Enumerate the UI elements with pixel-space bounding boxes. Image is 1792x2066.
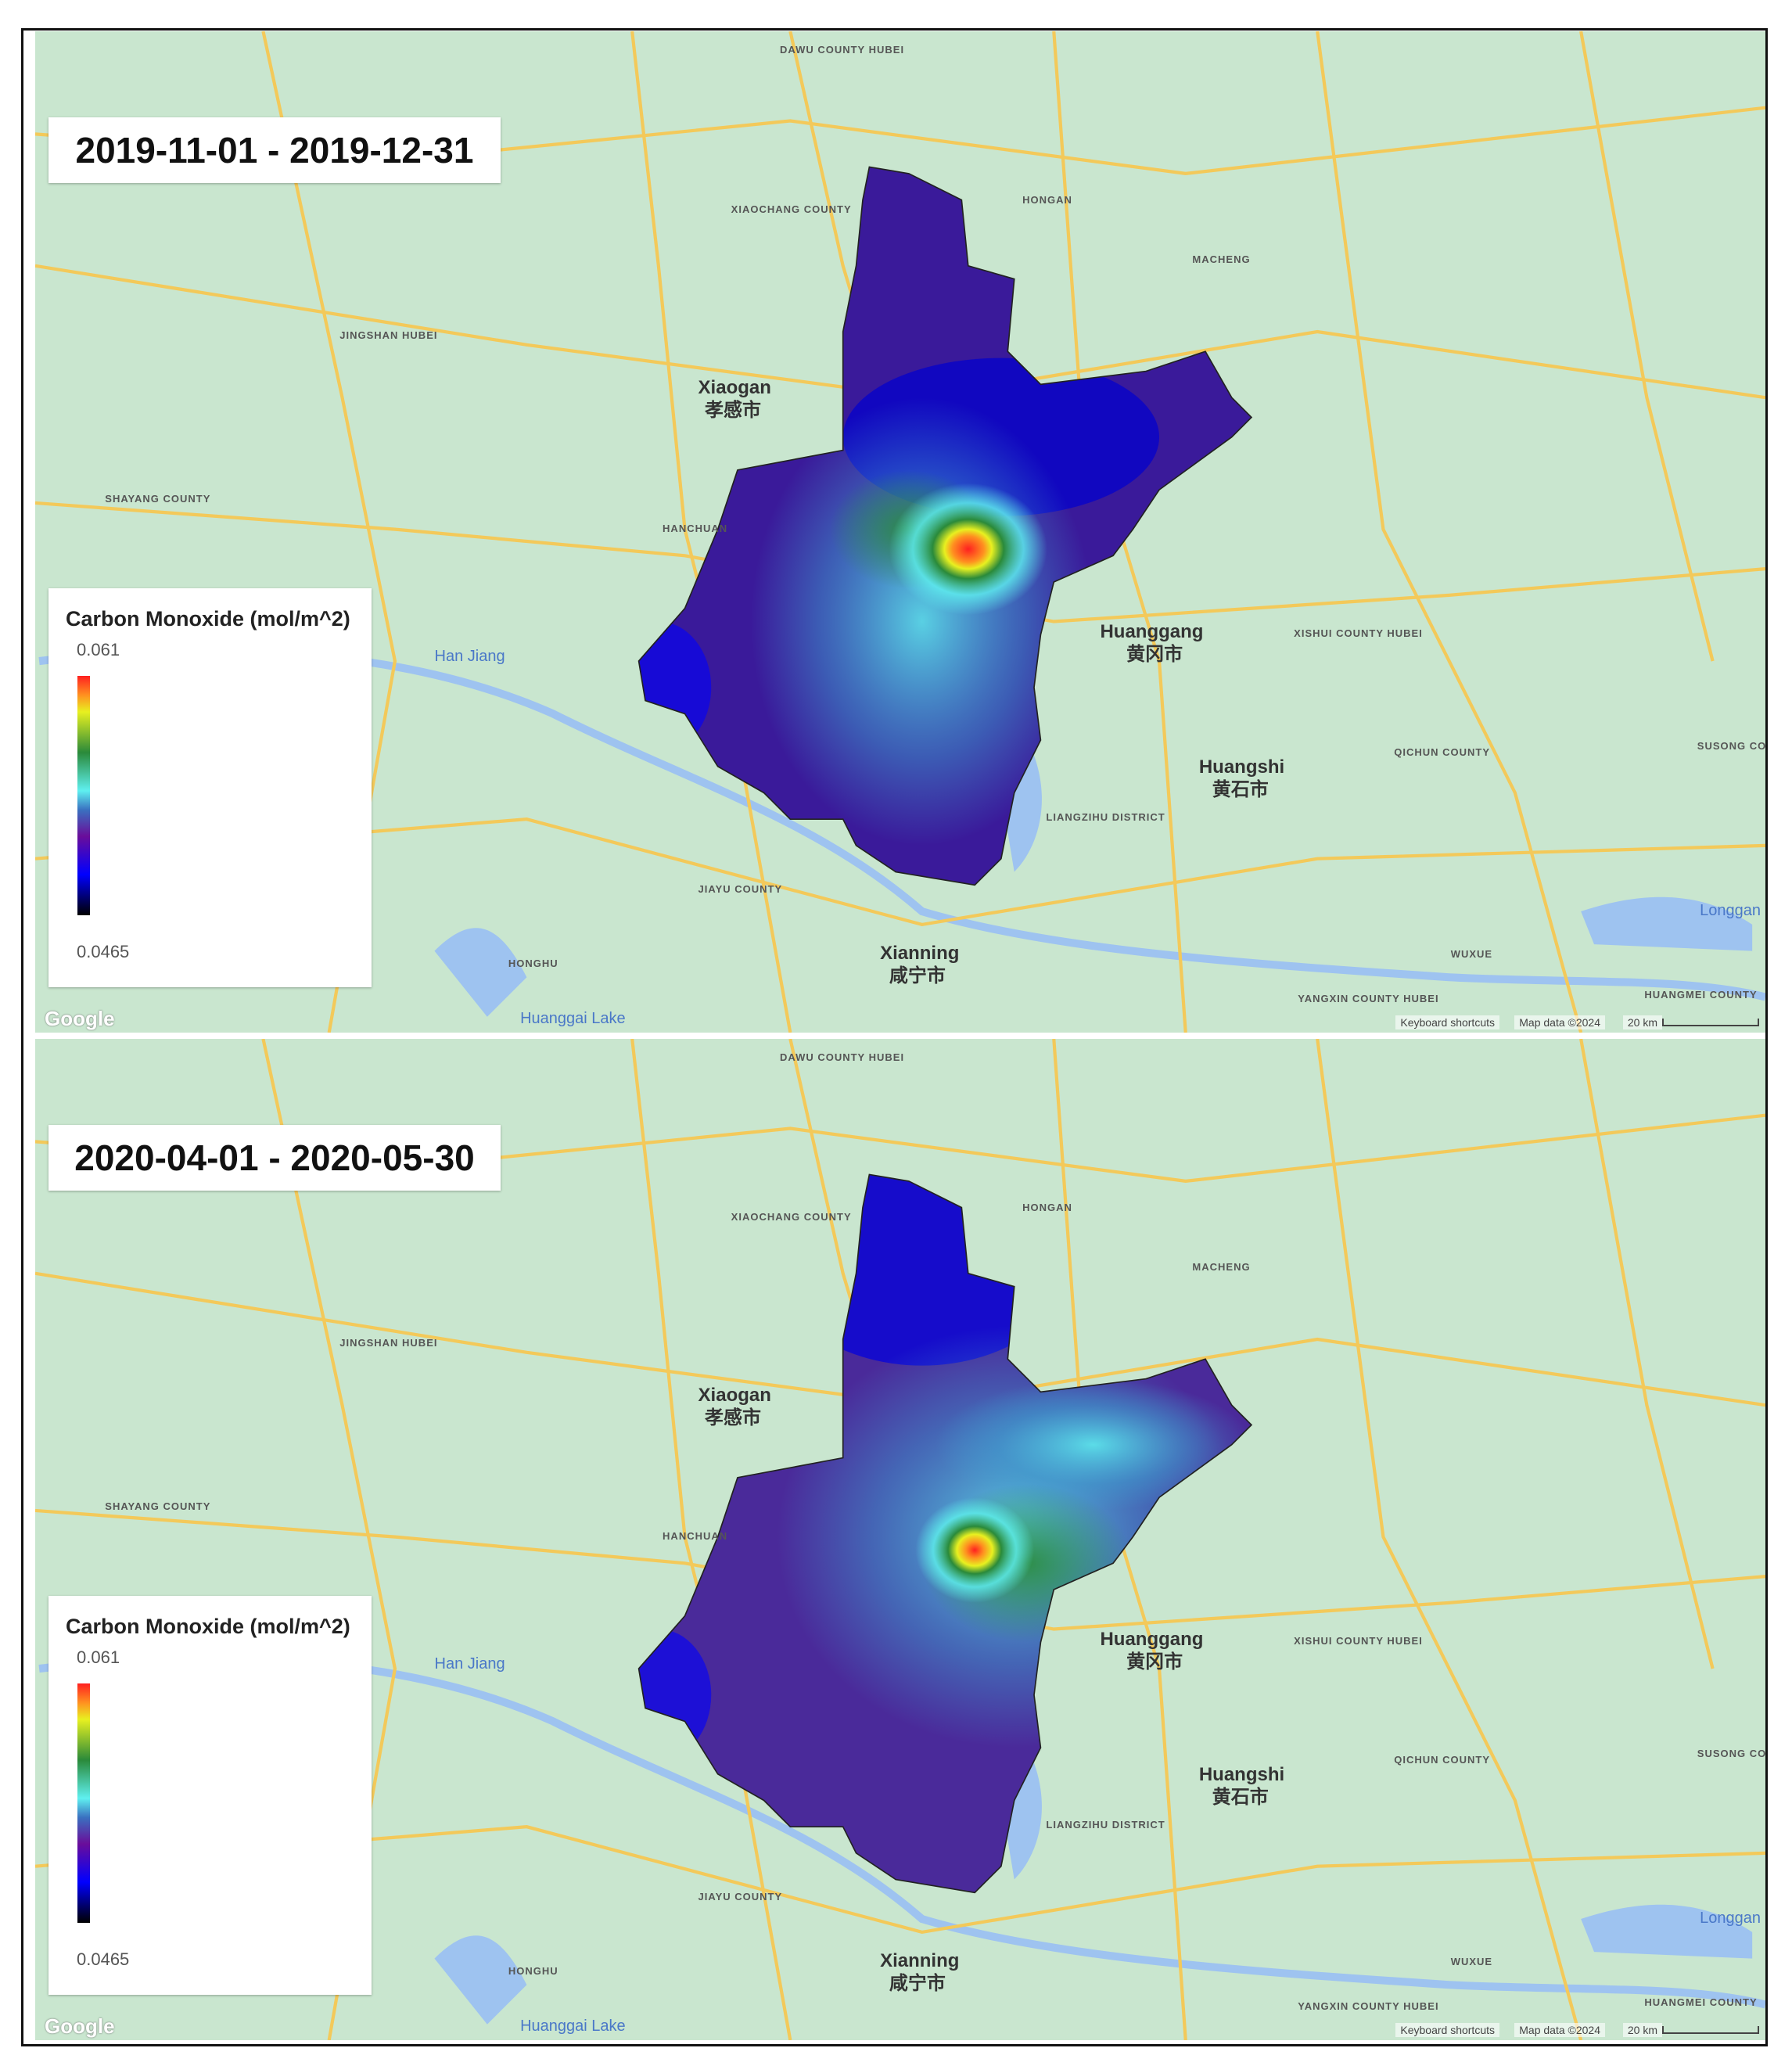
map-label-xianning: Xianning xyxy=(880,1950,960,1972)
map-label-liangzihu: LIANGZIHU DISTRICT xyxy=(1046,810,1165,823)
map-label-dawu: DAWU COUNTY HUBEI xyxy=(780,1051,905,1063)
figure-frame xyxy=(21,28,1768,2046)
map-label-shayang: SHAYANG COUNTY xyxy=(105,493,211,505)
map-label-huangmei: HUANGMEI COUNTY xyxy=(1644,1996,1758,2008)
legend-min-value: 0.0465 xyxy=(77,1949,130,1969)
co-hotspot xyxy=(915,1497,1034,1603)
legend-colorbar xyxy=(77,1683,90,1923)
map-label-xiaogan: Xiaogan xyxy=(698,377,771,399)
map-label-yangxin: YANGXIN COUNTY HUBEI xyxy=(1298,993,1439,1005)
map-label-xiaochang: XIAOCHANG COUNTY xyxy=(731,1210,852,1223)
map-label-huangshi: Huangshi xyxy=(1198,756,1285,778)
map-label-liangzihu: LIANGZIHU DISTRICT xyxy=(1046,1818,1165,1831)
map-label-jiayu: JIAYU COUNTY xyxy=(698,883,783,896)
map-label-xishui: XISHUI COUNTY HUBEI xyxy=(1294,1635,1423,1647)
map-label-macheng: MACHENG xyxy=(1192,253,1251,265)
map-label-xiaogan-cn: 孝感市 xyxy=(704,1407,761,1428)
legend: Carbon Monoxide (mol/m^2) 0.061 0.0465 xyxy=(48,588,372,987)
scale-label[interactable]: 20 km xyxy=(1622,1015,1662,1029)
map-panel[interactable]: Xiaogan 孝感市 Huanggang 黄冈市 Huangshi 黄石市 Xiannin… xyxy=(35,1039,1765,2040)
basemap[interactable] xyxy=(35,1039,1765,2040)
date-range-title: 2019-11-01 - 2019-12-31 xyxy=(48,117,501,183)
map-label-huanggang-cn: 黄冈市 xyxy=(1126,1651,1183,1673)
date-range-title: 2020-04-01 - 2020-05-30 xyxy=(48,1125,501,1191)
river xyxy=(38,646,1765,1001)
map-label-huangshi: Huangshi xyxy=(1198,1764,1285,1786)
map-label-xiaogan: Xiaogan xyxy=(698,1385,771,1407)
map-data-attribution[interactable]: Map data ©2024 xyxy=(1514,2023,1605,2037)
map-label-hongan: HONGAN xyxy=(1022,1201,1072,1213)
river xyxy=(38,1654,1765,2009)
map-label-huangshi-cn: 黄石市 xyxy=(1212,779,1269,801)
map-label-susong: SUSONG COUNTY xyxy=(1697,739,1765,752)
map-label-huanggang: Huanggang xyxy=(1100,1628,1204,1650)
co-hotspot xyxy=(889,483,1047,616)
map-label-dawu: DAWU COUNTY HUBEI xyxy=(780,43,905,56)
map-label-xianning: Xianning xyxy=(880,943,960,965)
map-label-huanggai-lake: Huanggai Lake xyxy=(520,2017,626,2035)
google-logo[interactable]: Google xyxy=(45,2014,115,2038)
map-label-han-jiang: Han Jiang xyxy=(434,647,505,665)
legend-title: Carbon Monoxide (mol/m^2) xyxy=(66,1615,350,1638)
map-label-longgan: Longgan xyxy=(1700,901,1761,919)
map-label-hanchuan: HANCHUAN xyxy=(663,522,728,534)
lake xyxy=(434,740,1753,1017)
map-panel[interactable]: Xiaogan 孝感市 Huanggang 黄冈市 Huangshi 黄石市 Xiannin… xyxy=(35,31,1765,1033)
scale-label[interactable]: 20 km xyxy=(1622,2023,1662,2037)
map-label-honghu: HONGHU xyxy=(508,957,558,969)
map-label-qichun: QICHUN COUNTY xyxy=(1394,1753,1491,1766)
google-logo[interactable]: Google xyxy=(45,1007,115,1030)
keyboard-shortcuts-link[interactable]: Keyboard shortcuts xyxy=(1395,2023,1499,2037)
legend-min-value: 0.0465 xyxy=(77,942,130,961)
map-label-shayang: SHAYANG COUNTY xyxy=(105,1500,211,1513)
map-label-huanggai-lake: Huanggai Lake xyxy=(520,1009,626,1027)
scale-bar[interactable] xyxy=(1662,1019,1759,1026)
map-label-huangshi-cn: 黄石市 xyxy=(1212,1787,1269,1809)
map-label-xiaochang: XIAOCHANG COUNTY xyxy=(731,203,852,215)
scale-bar[interactable] xyxy=(1662,2026,1759,2034)
map-label-jiayu: JIAYU COUNTY xyxy=(698,1891,783,1903)
legend: Carbon Monoxide (mol/m^2) 0.061 0.0465 xyxy=(48,1596,372,1995)
map-data-attribution[interactable]: Map data ©2024 xyxy=(1514,1015,1605,1029)
map-label-qichun: QICHUN COUNTY xyxy=(1394,746,1491,758)
map-label-macheng: MACHENG xyxy=(1192,1260,1251,1273)
lake xyxy=(434,1748,1753,2025)
keyboard-shortcuts-link[interactable]: Keyboard shortcuts xyxy=(1395,1015,1499,1029)
map-label-huangmei: HUANGMEI COUNTY xyxy=(1644,988,1758,1001)
wuhan-boundary xyxy=(637,166,1253,886)
map-label-jingshan: JINGSHAN HUBEI xyxy=(339,1337,438,1349)
map-label-hongan: HONGAN xyxy=(1022,193,1072,206)
map-label-xiaogan-cn: 孝感市 xyxy=(704,399,761,421)
legend-max-value: 0.061 xyxy=(77,1647,120,1667)
map-label-wuxue: WUXUE xyxy=(1450,1955,1493,1967)
basemap[interactable] xyxy=(35,31,1765,1033)
map-label-xianning-cn: 咸宁市 xyxy=(889,1972,946,1994)
map-label-jingshan: JINGSHAN HUBEI xyxy=(339,329,438,342)
legend-colorbar xyxy=(77,676,90,915)
map-label-hanchuan: HANCHUAN xyxy=(663,1529,728,1542)
map-label-yangxin: YANGXIN COUNTY HUBEI xyxy=(1298,2000,1439,2013)
map-label-wuxue: WUXUE xyxy=(1450,947,1493,960)
map-label-xianning-cn: 咸宁市 xyxy=(889,965,946,986)
legend-max-value: 0.061 xyxy=(77,640,120,659)
map-label-han-jiang: Han Jiang xyxy=(434,1655,505,1673)
map-label-honghu: HONGHU xyxy=(508,1964,558,1977)
map-label-huanggang: Huanggang xyxy=(1100,620,1204,642)
map-label-longgan: Longgan xyxy=(1700,1909,1761,1927)
map-label-huanggang-cn: 黄冈市 xyxy=(1126,643,1183,665)
map-label-xishui: XISHUI COUNTY HUBEI xyxy=(1294,627,1423,640)
legend-title: Carbon Monoxide (mol/m^2) xyxy=(66,607,350,631)
wuhan-boundary xyxy=(637,1173,1253,1894)
map-label-susong: SUSONG COUNTY xyxy=(1697,1747,1765,1759)
